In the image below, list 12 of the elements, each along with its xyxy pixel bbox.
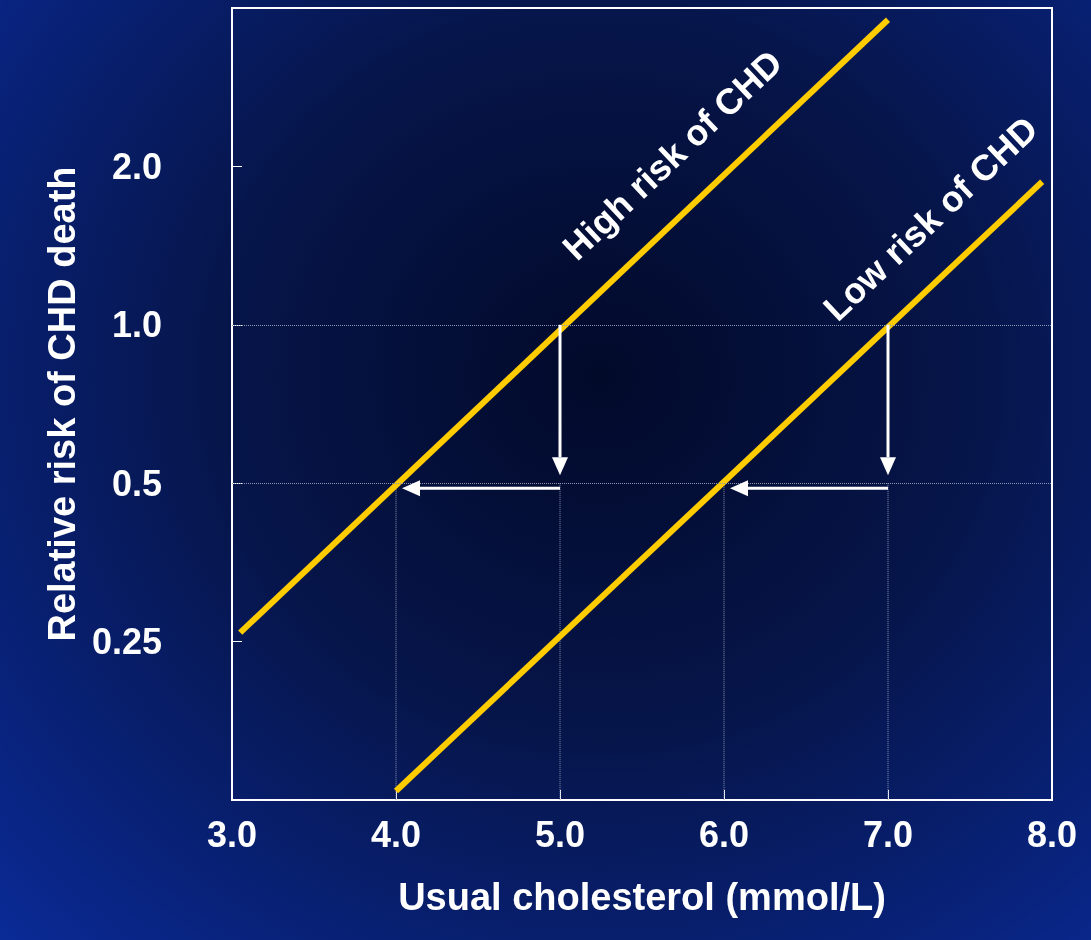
y-tick-label: 0.5 <box>111 462 162 504</box>
y-tick-label: 2.0 <box>111 145 162 187</box>
x-tick-label: 3.0 <box>206 813 258 855</box>
x-axis-title: Usual cholesterol (mmol/L) <box>398 876 886 918</box>
x-tick-label: 7.0 <box>862 813 914 855</box>
x-tick-label: 6.0 <box>698 813 750 855</box>
y-tick-label: 0.25 <box>91 621 162 663</box>
x-tick-label: 8.0 <box>1026 813 1078 855</box>
x-tick-label: 4.0 <box>370 813 422 855</box>
y-tick-label: 1.0 <box>111 304 162 346</box>
y-axis-title: Relative risk of CHD death <box>41 166 84 642</box>
x-tick-label: 5.0 <box>534 813 586 855</box>
